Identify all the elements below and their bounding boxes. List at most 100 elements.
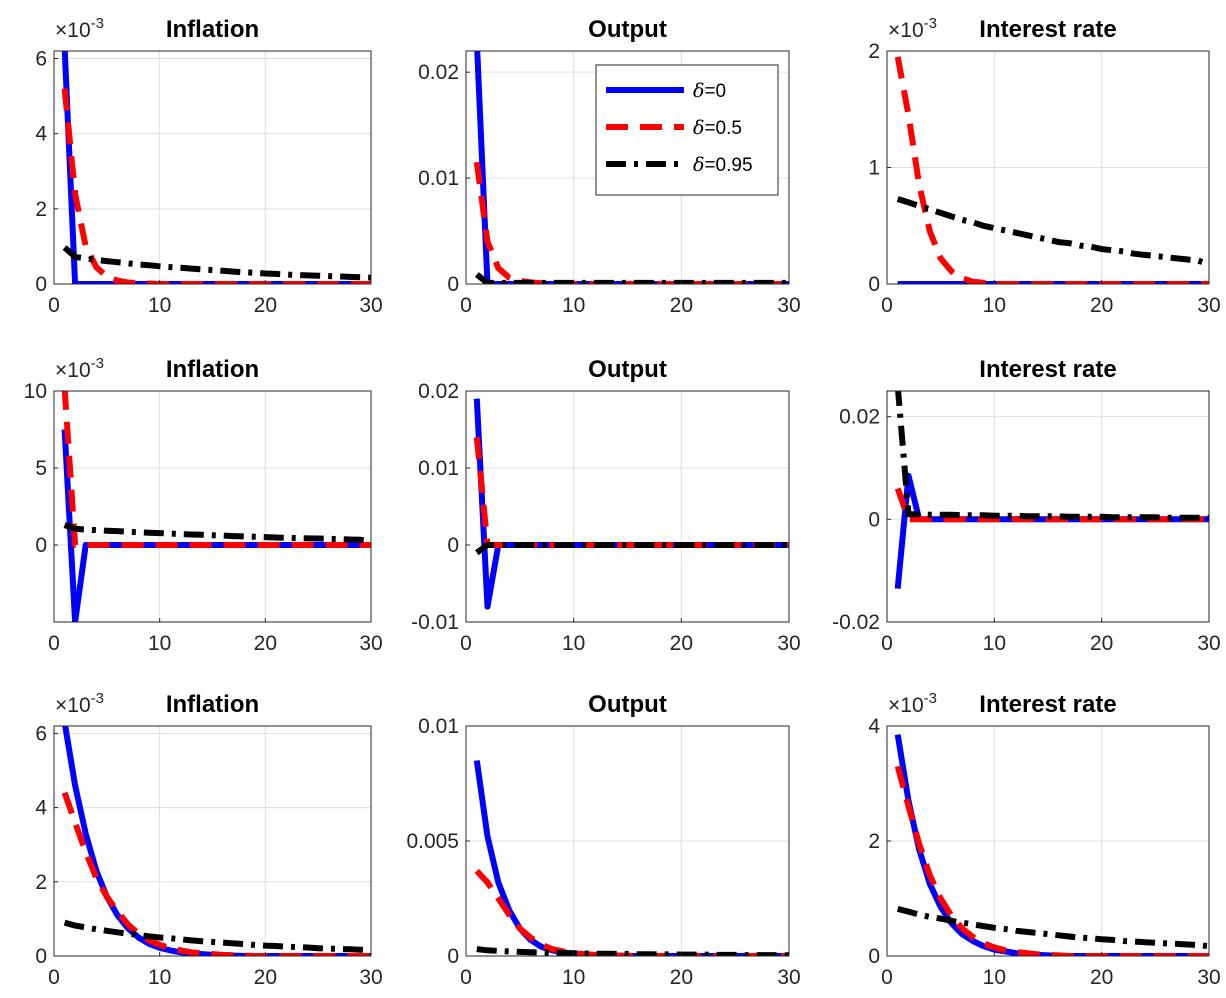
series-line-delta-0: [62, 726, 371, 956]
y-tick-label: 5: [35, 457, 47, 480]
y-tick-label: 10: [24, 380, 47, 403]
panel-title: Interest rate: [979, 16, 1116, 43]
x-tick-label: 20: [670, 966, 693, 989]
y-tick-label: 0: [868, 945, 880, 968]
y-tick-label: 1: [868, 157, 880, 180]
y-tick-label: 0.02: [839, 406, 880, 429]
x-tick-label: 0: [460, 294, 472, 317]
x-tick-label: 0: [881, 632, 893, 655]
x-tick-label: 10: [148, 632, 171, 655]
y-tick-label: 0: [447, 273, 459, 296]
axes-frame: [465, 50, 790, 285]
y-tick-label: 0: [868, 508, 880, 531]
y-tick-label: 0.02: [418, 61, 459, 84]
series-line-delta-0-95: [896, 905, 1209, 950]
y-tick-label: 0.02: [418, 380, 459, 403]
series-line-delta-0: [473, 398, 789, 610]
series-line-delta-0: [61, 51, 371, 284]
exponent-label: ×10-3: [888, 15, 937, 42]
interest-rate-panel-r3c3: 0 10 20 30 0 2 4 ×10-3 Interest rate: [868, 690, 1220, 989]
series-line-delta-0-95: [63, 522, 371, 545]
series-line-delta-0-5: [61, 791, 371, 956]
x-tick-label: 10: [562, 966, 585, 989]
inflation-panel-r1c1: 0 10 20 30 0 2 4 6 ×10-3 Inflation: [35, 15, 382, 317]
x-tick-label: 30: [1197, 632, 1220, 655]
x-tick-label: 20: [1090, 294, 1113, 317]
x-tick-label: 30: [359, 632, 382, 655]
panel-title: Inflation: [166, 356, 259, 383]
x-tick-label: 0: [48, 294, 60, 317]
series-line-delta-0-5: [473, 436, 789, 548]
y-tick-label: 4: [868, 715, 880, 738]
output-panel-r3c2: 0 10 20 30 0 0.005 0.01 Output: [406, 691, 800, 989]
x-tick-label: 30: [777, 294, 800, 317]
y-tick-label: 2: [35, 198, 47, 221]
series-line-delta-0: [894, 734, 1209, 956]
panel-title: Interest rate: [979, 356, 1116, 383]
axes-frame: [53, 50, 372, 285]
legend-label: δ=0.95: [693, 154, 753, 176]
panel-title: Output: [588, 691, 667, 718]
series-line-delta-0-5: [894, 56, 1209, 284]
y-tick-label: 0: [35, 945, 47, 968]
x-tick-label: 30: [1197, 294, 1220, 317]
exponent-label: ×10-3: [55, 355, 104, 382]
x-tick-label: 20: [254, 294, 277, 317]
x-tick-label: 10: [148, 966, 171, 989]
series-line-delta-0: [894, 472, 1209, 589]
x-tick-label: 10: [983, 294, 1006, 317]
x-tick-label: 0: [48, 632, 60, 655]
y-tick-label: 2: [868, 40, 880, 63]
x-tick-label: 30: [359, 294, 382, 317]
series-line-delta-0-5: [894, 765, 1209, 956]
y-tick-label: 0.005: [406, 830, 459, 853]
x-tick-label: 0: [460, 966, 472, 989]
series-line-delta-0-95: [63, 919, 371, 954]
series-line-delta-0-95: [474, 272, 789, 284]
series-line-delta-0-95: [62, 245, 371, 281]
series-line-delta-0: [61, 429, 371, 622]
x-tick-label: 10: [983, 632, 1006, 655]
y-tick-label: 0: [35, 534, 47, 557]
exponent-label: ×10-3: [55, 690, 104, 717]
axes-frame: [886, 390, 1210, 623]
legend: δ=0 δ=0.5 δ=0.95: [595, 64, 779, 196]
series-line-delta-0-5: [474, 868, 789, 956]
x-tick-label: 0: [881, 294, 893, 317]
y-tick-label: 2: [35, 871, 47, 894]
series-line-delta-0-5: [61, 88, 371, 284]
panel-title: Interest rate: [979, 691, 1116, 718]
x-tick-label: 30: [359, 966, 382, 989]
axes-frame: [53, 390, 372, 623]
panel-title: Inflation: [166, 16, 259, 43]
x-tick-label: 30: [777, 632, 800, 655]
panel-title: Inflation: [166, 691, 259, 718]
series-line-delta-0: [473, 760, 789, 956]
y-tick-label: 4: [35, 797, 47, 820]
series-line-delta-0-95: [476, 946, 789, 956]
y-tick-label: 0: [868, 273, 880, 296]
x-tick-label: 20: [254, 966, 277, 989]
y-tick-label: 4: [35, 123, 47, 146]
y-tick-label: -0.02: [832, 611, 880, 634]
x-tick-label: 10: [562, 294, 585, 317]
x-tick-label: 30: [1197, 966, 1220, 989]
y-tick-label: 0.01: [418, 167, 459, 190]
x-tick-label: 10: [562, 632, 585, 655]
y-tick-label: 6: [35, 722, 47, 745]
x-tick-label: 20: [1090, 632, 1113, 655]
x-tick-label: 0: [460, 632, 472, 655]
x-tick-label: 20: [670, 294, 693, 317]
y-tick-label: 0: [35, 273, 47, 296]
x-tick-label: 0: [48, 966, 60, 989]
y-tick-label: 0.01: [418, 457, 459, 480]
x-tick-label: 20: [254, 632, 277, 655]
exponent-label: ×10-3: [55, 15, 104, 42]
y-tick-label: 0: [447, 945, 459, 968]
y-tick-label: 0.01: [418, 715, 459, 738]
x-tick-label: 20: [670, 632, 693, 655]
y-tick-label: 0: [447, 534, 459, 557]
y-tick-label: 2: [868, 830, 880, 853]
exponent-label: ×10-3: [888, 690, 937, 717]
